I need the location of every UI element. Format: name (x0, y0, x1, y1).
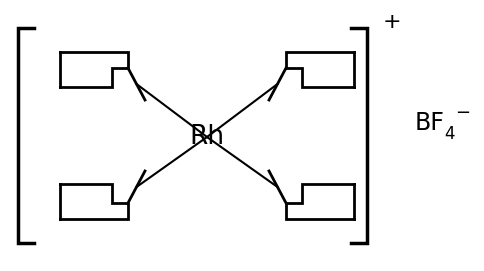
Text: 4: 4 (444, 125, 454, 143)
Text: +: + (383, 12, 401, 32)
Text: BF: BF (415, 111, 445, 135)
Text: −: − (455, 104, 470, 122)
Text: Rh: Rh (189, 124, 225, 150)
